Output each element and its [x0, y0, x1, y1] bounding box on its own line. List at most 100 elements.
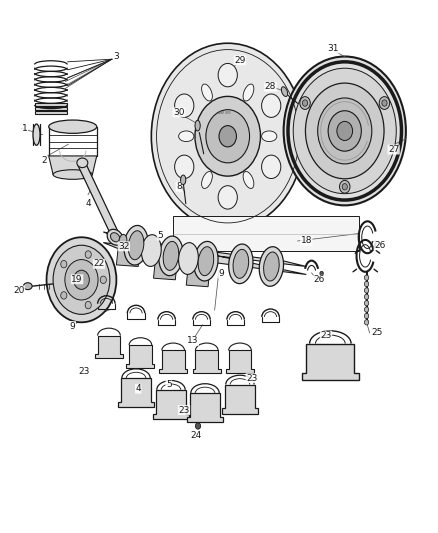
Ellipse shape [364, 307, 369, 312]
Ellipse shape [243, 84, 254, 101]
Circle shape [300, 96, 310, 109]
Text: ANR 885: ANR 885 [218, 111, 231, 115]
Text: 31: 31 [328, 44, 339, 53]
Circle shape [206, 110, 250, 163]
Text: 20: 20 [13, 286, 25, 295]
Circle shape [151, 43, 304, 229]
Ellipse shape [259, 247, 283, 286]
Circle shape [284, 56, 406, 205]
Text: 19: 19 [71, 274, 83, 284]
Polygon shape [127, 345, 154, 368]
Ellipse shape [107, 229, 123, 245]
Polygon shape [118, 378, 154, 407]
Text: 5: 5 [166, 380, 172, 389]
Ellipse shape [364, 288, 369, 293]
Polygon shape [49, 156, 97, 174]
Circle shape [46, 237, 117, 322]
Text: 9: 9 [218, 269, 224, 278]
Text: 23: 23 [78, 367, 89, 376]
FancyBboxPatch shape [35, 111, 67, 115]
Text: 25: 25 [371, 328, 383, 337]
Circle shape [85, 301, 91, 309]
Ellipse shape [159, 236, 183, 276]
Ellipse shape [364, 281, 369, 287]
Polygon shape [153, 257, 177, 280]
Ellipse shape [229, 244, 253, 284]
Ellipse shape [141, 235, 161, 266]
Ellipse shape [33, 124, 40, 146]
Ellipse shape [194, 241, 218, 281]
Circle shape [175, 94, 194, 117]
Ellipse shape [264, 252, 279, 281]
Circle shape [74, 270, 89, 289]
Polygon shape [152, 390, 189, 419]
Ellipse shape [128, 231, 144, 260]
Circle shape [339, 180, 350, 193]
Polygon shape [226, 351, 254, 373]
Polygon shape [173, 216, 359, 251]
Text: 23: 23 [320, 331, 332, 340]
Circle shape [61, 292, 67, 299]
Circle shape [382, 100, 387, 106]
Text: 4: 4 [85, 199, 91, 208]
Ellipse shape [281, 87, 288, 96]
Circle shape [85, 251, 91, 258]
Circle shape [305, 83, 384, 179]
Circle shape [53, 245, 110, 314]
Ellipse shape [364, 313, 369, 319]
Ellipse shape [364, 320, 369, 325]
Ellipse shape [243, 172, 254, 189]
Text: 26: 26 [374, 241, 385, 250]
Ellipse shape [23, 282, 32, 289]
Text: 4: 4 [135, 384, 141, 393]
Ellipse shape [364, 301, 369, 306]
Text: 13: 13 [187, 336, 198, 345]
Text: 32: 32 [118, 242, 130, 251]
Ellipse shape [53, 169, 92, 179]
Ellipse shape [179, 131, 194, 142]
FancyBboxPatch shape [35, 103, 67, 106]
Circle shape [302, 100, 307, 106]
Text: 5: 5 [157, 231, 163, 240]
Circle shape [195, 96, 261, 176]
Text: 3: 3 [113, 52, 119, 61]
Circle shape [195, 423, 201, 429]
Polygon shape [193, 351, 221, 373]
Circle shape [65, 260, 98, 300]
FancyBboxPatch shape [35, 107, 67, 110]
Ellipse shape [49, 120, 97, 133]
Circle shape [320, 271, 323, 276]
Ellipse shape [180, 175, 186, 184]
Ellipse shape [119, 235, 127, 248]
Ellipse shape [179, 243, 198, 274]
Text: 18: 18 [300, 237, 312, 246]
Circle shape [219, 126, 237, 147]
Circle shape [61, 261, 67, 268]
Ellipse shape [110, 233, 120, 242]
Circle shape [261, 155, 281, 179]
Ellipse shape [201, 84, 212, 101]
Text: 9: 9 [70, 321, 76, 330]
Circle shape [261, 94, 281, 117]
Text: 2: 2 [42, 156, 47, 165]
Ellipse shape [163, 241, 179, 270]
Polygon shape [302, 344, 359, 379]
Text: 27: 27 [388, 145, 399, 154]
Circle shape [100, 276, 106, 284]
Polygon shape [187, 393, 223, 422]
Ellipse shape [364, 294, 369, 300]
Ellipse shape [198, 247, 214, 276]
Circle shape [342, 183, 347, 190]
Polygon shape [78, 165, 120, 235]
Ellipse shape [77, 158, 88, 167]
Polygon shape [186, 264, 210, 287]
Circle shape [218, 185, 237, 209]
Ellipse shape [195, 120, 200, 131]
Text: 23: 23 [246, 374, 258, 383]
Circle shape [379, 96, 390, 109]
Polygon shape [117, 244, 141, 266]
Ellipse shape [201, 172, 212, 189]
Polygon shape [159, 351, 187, 373]
Ellipse shape [124, 225, 148, 265]
Text: 23: 23 [178, 406, 190, 415]
